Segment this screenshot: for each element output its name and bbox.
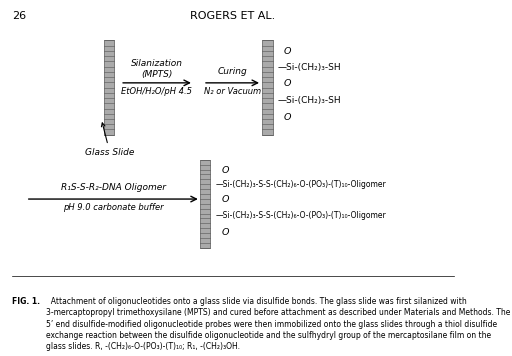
Text: O: O: [284, 113, 291, 122]
Text: O: O: [284, 79, 291, 88]
Text: Curing: Curing: [218, 67, 247, 76]
Text: Attachment of oligonucleotides onto a glass slide via disulfide bonds. The glass: Attachment of oligonucleotides onto a gl…: [46, 297, 510, 351]
FancyBboxPatch shape: [200, 160, 210, 248]
Text: —Si-(CH₂)₃-SH: —Si-(CH₂)₃-SH: [278, 96, 342, 105]
Text: N₂ or Vacuum: N₂ or Vacuum: [204, 87, 261, 96]
Text: (MPTS): (MPTS): [141, 70, 173, 79]
FancyBboxPatch shape: [262, 41, 272, 135]
Text: EtOH/H₂O/pH 4.5: EtOH/H₂O/pH 4.5: [121, 87, 193, 96]
Text: —Si-(CH₂)₃-SH: —Si-(CH₂)₃-SH: [278, 63, 342, 72]
Text: O: O: [284, 47, 291, 56]
Text: O: O: [221, 166, 229, 175]
Text: pH 9.0 carbonate buffer: pH 9.0 carbonate buffer: [63, 203, 163, 212]
Text: O: O: [221, 227, 229, 236]
Text: —Si-(CH₂)₃-S-S-(CH₂)₆-O-(PO₃)-(T)₁₀-Oligomer: —Si-(CH₂)₃-S-S-(CH₂)₆-O-(PO₃)-(T)₁₀-Olig…: [216, 180, 387, 189]
Text: FIG. 1.: FIG. 1.: [12, 297, 40, 307]
Text: O: O: [221, 195, 229, 204]
Text: ROGERS ET AL.: ROGERS ET AL.: [190, 11, 275, 21]
Text: R₁S-S-R₂-DNA Oligomer: R₁S-S-R₂-DNA Oligomer: [61, 183, 166, 192]
Text: Silanization: Silanization: [131, 59, 183, 68]
Text: —Si-(CH₂)₃-S-S-(CH₂)₆-O-(PO₃)-(T)₁₀-Oligomer: —Si-(CH₂)₃-S-S-(CH₂)₆-O-(PO₃)-(T)₁₀-Olig…: [216, 211, 387, 220]
Text: 26: 26: [12, 11, 26, 21]
Text: Glass Slide: Glass Slide: [85, 123, 135, 157]
FancyBboxPatch shape: [103, 41, 114, 135]
